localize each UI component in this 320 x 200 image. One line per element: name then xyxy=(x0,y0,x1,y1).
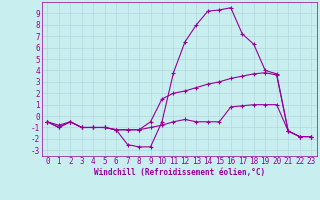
X-axis label: Windchill (Refroidissement éolien,°C): Windchill (Refroidissement éolien,°C) xyxy=(94,168,265,177)
